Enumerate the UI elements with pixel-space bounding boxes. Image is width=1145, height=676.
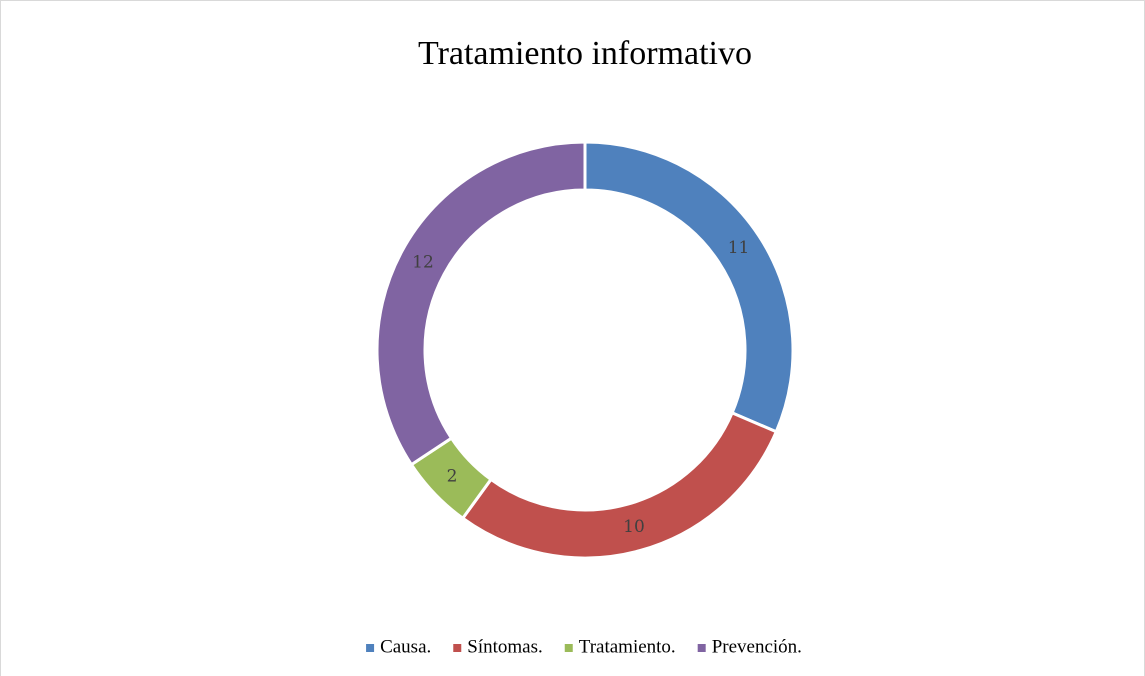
data-label: 2 [447, 467, 458, 487]
legend-swatch [564, 644, 573, 652]
legend-swatch [453, 644, 462, 652]
chart-title: Tratamiento informativo [418, 35, 752, 72]
legend-swatch [366, 644, 375, 652]
legend-label: Síntomas. [467, 636, 542, 657]
legend-label: Causa. [380, 636, 431, 657]
donut-segment [583, 140, 795, 434]
legend-label: Tratamiento. [579, 636, 676, 657]
data-label: 12 [412, 252, 434, 272]
data-label: 11 [728, 238, 750, 258]
legend-swatch [697, 644, 706, 652]
data-label: 10 [623, 517, 645, 537]
donut-segment [375, 140, 587, 467]
legend-label: Prevención. [712, 636, 802, 657]
